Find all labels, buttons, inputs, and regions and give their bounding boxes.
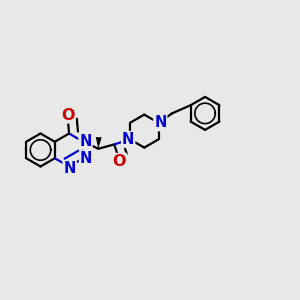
Text: N: N [79,134,92,148]
Polygon shape [96,137,102,149]
Text: N: N [154,116,167,130]
Text: N: N [80,151,92,166]
Text: N: N [64,161,76,176]
Text: O: O [61,107,74,122]
Text: N: N [122,132,134,147]
Text: O: O [113,154,126,169]
